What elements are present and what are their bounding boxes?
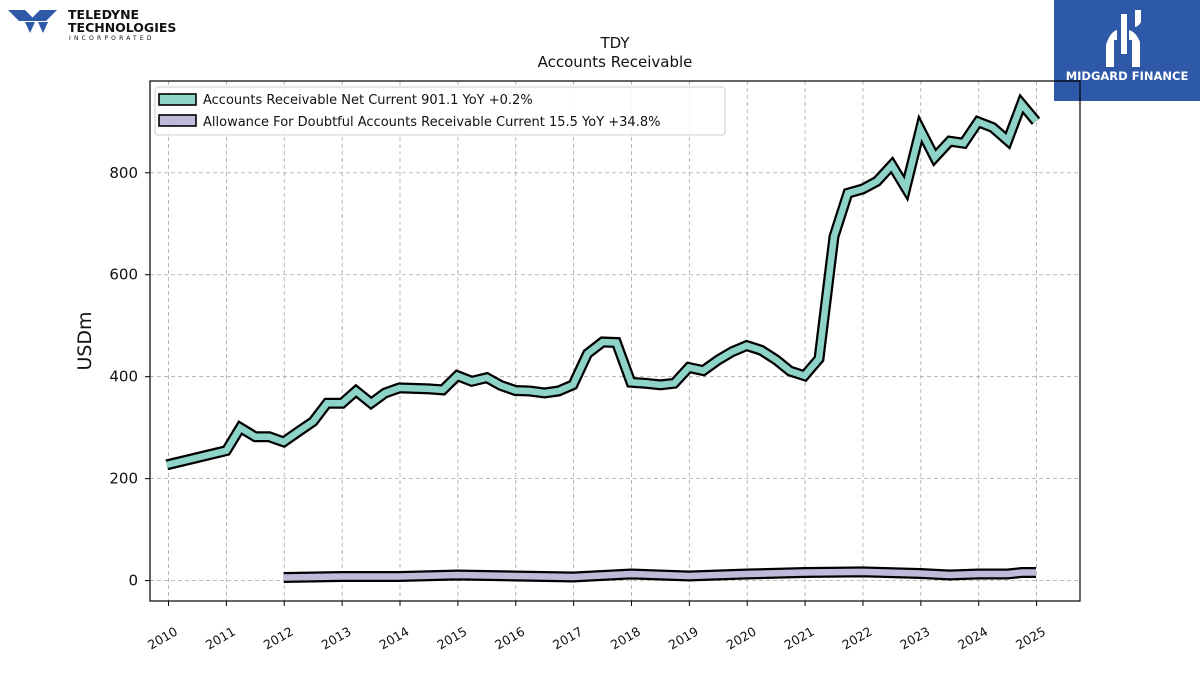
x-tick-label: 2019 xyxy=(666,624,701,653)
x-tick-label: 2020 xyxy=(724,624,759,653)
company-logo: TELEDYNE TECHNOLOGIES INCORPORATED xyxy=(8,7,176,42)
legend-label-accounts-receivable: Accounts Receivable Net Current 901.1 Yo… xyxy=(203,93,533,108)
x-tick-label: 2018 xyxy=(608,624,643,653)
x-tick-label: 2025 xyxy=(1013,624,1048,653)
x-axis-ticks: 2010 2011 2012 2013 2014 2015 2016 2017 2018 2019… xyxy=(145,601,1048,653)
legend-box xyxy=(154,86,726,136)
y-axis-ticks: 0 200 400 600 800 xyxy=(109,164,150,590)
y-tick-label: 800 xyxy=(109,164,138,182)
x-tick-label: 2023 xyxy=(897,624,932,653)
y-tick-label: 0 xyxy=(128,572,138,590)
grid-lines xyxy=(150,81,1080,601)
x-tick-label: 2012 xyxy=(261,624,296,653)
midgard-logo-mark xyxy=(1106,10,1141,67)
company-name-line1: TELEDYNE xyxy=(68,7,139,22)
midgard-logo-text: MIDGARD FINANCE xyxy=(1066,69,1189,83)
company-name-line3: INCORPORATED xyxy=(69,35,155,42)
chart-title: TDY xyxy=(599,34,630,52)
x-tick-label: 2011 xyxy=(203,624,238,653)
x-tick-label: 2015 xyxy=(434,624,469,653)
y-axis-label: USDm xyxy=(74,311,96,370)
legend: Accounts Receivable Net Current 901.1 Yo… xyxy=(154,86,726,136)
midgard-finance-logo: MIDGARD FINANCE xyxy=(1054,0,1200,101)
y-tick-label: 600 xyxy=(109,266,138,284)
y-tick-label: 400 xyxy=(109,368,138,386)
series-line-fill xyxy=(166,97,1039,469)
series-line-accounts-receivable xyxy=(165,93,1041,471)
x-tick-label: 2014 xyxy=(376,624,411,653)
x-tick-label: 2021 xyxy=(782,624,817,653)
legend-swatch-accounts-receivable xyxy=(158,93,197,106)
series-line-outline xyxy=(165,93,1041,471)
company-name-line2: TECHNOLOGIES xyxy=(68,20,176,35)
x-tick-label: 2010 xyxy=(145,624,180,653)
x-tick-label: 2013 xyxy=(319,624,354,653)
x-tick-label: 2016 xyxy=(492,624,527,653)
x-tick-label: 2017 xyxy=(550,624,585,653)
x-tick-label: 2022 xyxy=(839,624,874,653)
company-logo-mark xyxy=(8,10,57,33)
series-line-fill xyxy=(283,568,1036,581)
chart-subtitle: Accounts Receivable xyxy=(538,53,693,71)
legend-swatch-allowance xyxy=(158,114,197,127)
series-line-allowance xyxy=(283,566,1036,583)
legend-item-allowance: Allowance For Doubtful Accounts Receivab… xyxy=(158,114,660,130)
series-lines xyxy=(165,93,1041,583)
legend-item-accounts-receivable: Accounts Receivable Net Current 901.1 Yo… xyxy=(158,93,533,108)
x-tick-label: 2024 xyxy=(955,624,990,653)
legend-label-allowance: Allowance For Doubtful Accounts Receivab… xyxy=(203,115,660,130)
plot-frame xyxy=(149,80,1081,602)
y-tick-label: 200 xyxy=(109,470,138,488)
